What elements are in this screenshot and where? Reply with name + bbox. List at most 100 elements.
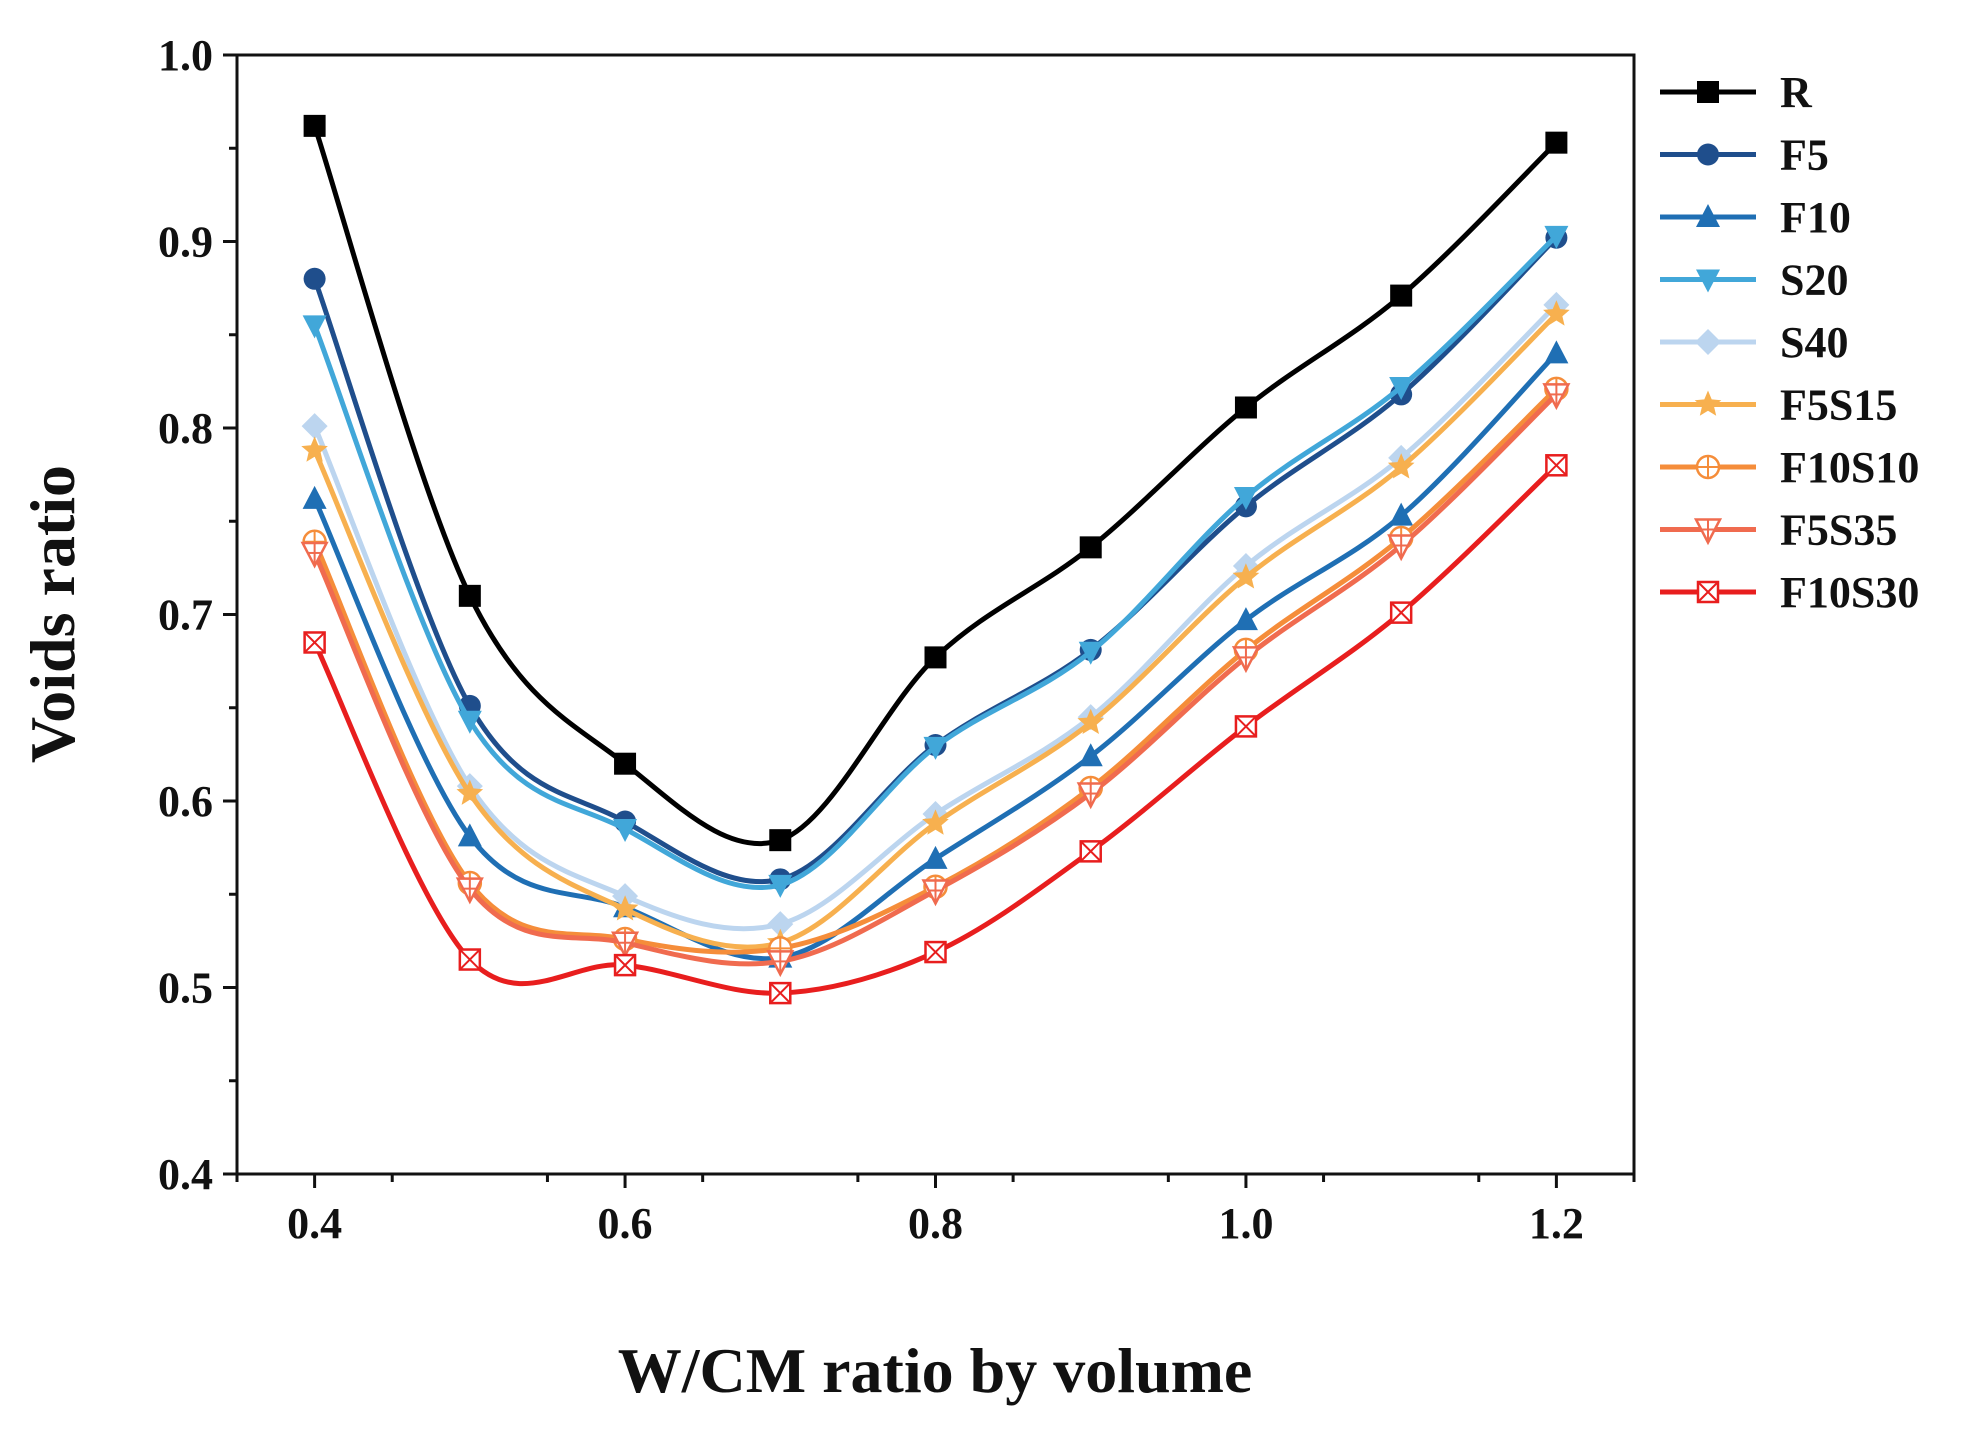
series-S40	[301, 291, 1570, 938]
y-tick-label: 0.7	[158, 591, 213, 640]
data-point-F10S30	[1079, 840, 1102, 863]
legend-item-S40: S40	[1660, 318, 1848, 367]
data-point-F10S30	[769, 981, 792, 1005]
legend-item-F10S10: F10S10	[1660, 443, 1919, 492]
legend-item-R: R	[1660, 68, 1813, 117]
data-point-F5S15	[922, 809, 949, 835]
data-point-F5S15	[456, 779, 484, 805]
data-point-F10S30	[458, 948, 482, 971]
x-tick-label: 0.8	[908, 1199, 963, 1248]
data-point-R	[1234, 396, 1257, 419]
data-point-R	[1079, 536, 1102, 559]
legend-marker	[1697, 143, 1719, 166]
legend-label: F10	[1780, 193, 1851, 242]
x-tick-label: 0.4	[287, 1199, 342, 1248]
data-point-S40	[767, 911, 794, 938]
data-point-F5S15	[1077, 708, 1104, 734]
x-tick-label: 1.0	[1218, 1199, 1273, 1248]
y-tick-label: 0.5	[158, 964, 213, 1013]
data-point-F10S30	[613, 953, 637, 977]
legend-marker	[1696, 204, 1720, 227]
data-point-S20	[457, 710, 482, 734]
legend-item-F5S35: F5S35	[1660, 506, 1897, 555]
data-point-S20	[1544, 225, 1569, 249]
legend-item-F5: F5	[1660, 131, 1829, 180]
legend-marker	[1695, 454, 1721, 480]
legend-marker	[1694, 390, 1722, 416]
data-point-F5S35	[1387, 534, 1416, 562]
data-point-S20	[1078, 641, 1103, 665]
series-F10S10	[302, 376, 1569, 961]
data-point-F10	[923, 845, 948, 869]
data-point-F10S30	[1234, 715, 1258, 738]
legend-label: F10S30	[1780, 568, 1919, 617]
data-point-S20	[768, 874, 793, 898]
data-point-F5S35	[921, 879, 950, 907]
data-point-F10	[1233, 607, 1258, 631]
y-tick-label: 0.6	[158, 777, 213, 826]
data-point-F10	[1389, 502, 1414, 526]
series-F5S35	[300, 383, 1571, 978]
data-point-R	[1390, 284, 1413, 307]
plot-frame	[235, 53, 1636, 1176]
legend-label: F10S10	[1780, 443, 1919, 492]
data-point-F5S35	[300, 541, 329, 569]
data-point-F5S15	[1387, 453, 1415, 479]
legend-label: F5	[1780, 131, 1829, 180]
legend: R F5 F10 S20 S40 F5S15 F10S10 F5S35 F10S30	[1660, 68, 1919, 617]
legend-label: F5S15	[1780, 381, 1897, 430]
y-tick-label: 1.0	[158, 31, 213, 80]
data-point-F10	[302, 485, 327, 509]
data-point-F10S30	[1545, 454, 1568, 477]
data-point-F5S15	[1232, 563, 1260, 589]
legend-marker	[1695, 329, 1721, 355]
x-tick-label: 0.6	[598, 1199, 653, 1248]
x-axis-title: W/CM ratio by volume	[618, 1335, 1253, 1406]
data-point-S20	[923, 736, 948, 760]
data-point-F5S15	[301, 436, 328, 462]
y-axis-title: Voids ratio	[17, 465, 88, 763]
data-point-S20	[1389, 376, 1414, 400]
data-point-F5S35	[1231, 646, 1261, 674]
data-point-S40	[301, 413, 328, 440]
data-point-R	[924, 646, 947, 669]
legend-label: S20	[1780, 256, 1848, 305]
y-tick-label: 0.9	[158, 218, 213, 267]
x-tick-label: 1.2	[1529, 1199, 1584, 1248]
data-point-F5S35	[1076, 782, 1105, 810]
legend-item-S20: S20	[1660, 256, 1848, 305]
data-point-F10S30	[1389, 601, 1413, 624]
data-point-F10	[1078, 743, 1103, 767]
data-point-F10	[457, 823, 482, 847]
legend-label: F5S35	[1780, 506, 1897, 555]
legend-item-F5S15: F5S15	[1660, 381, 1897, 430]
legend-item-F10: F10	[1660, 193, 1851, 242]
y-tick-label: 0.8	[158, 404, 213, 453]
axes-layer: 0.4 0.6 0.8 1.0 1.2 0.4 0.5 0.6 0.7 0.8 0.9 1.0	[158, 31, 1636, 1248]
data-point-F5S35	[1542, 383, 1571, 411]
data-point-F10S30	[924, 940, 947, 964]
series-S20	[302, 225, 1569, 898]
data-point-R	[458, 584, 481, 607]
data-point-F10	[1544, 340, 1569, 364]
y-tick-label: 0.4	[158, 1150, 213, 1199]
data-point-S20	[1233, 487, 1258, 511]
data-point-F5S15	[1543, 300, 1570, 326]
legend-marker	[1697, 81, 1719, 103]
series-R	[303, 114, 1568, 852]
series-F10S30	[303, 454, 1568, 1005]
data-point-R	[303, 114, 326, 137]
data-point-S20	[302, 315, 327, 339]
data-point-S20	[613, 818, 638, 842]
legend-marker	[1696, 269, 1720, 293]
data-point-F5S15	[611, 895, 639, 921]
legend-marker	[1693, 518, 1723, 546]
data-point-R	[614, 752, 637, 775]
legend-marker	[1696, 580, 1720, 604]
data-point-R	[769, 829, 792, 852]
data-point-F5S35	[455, 877, 484, 905]
legend-label: S40	[1780, 318, 1848, 367]
data-point-F10S30	[303, 631, 326, 654]
